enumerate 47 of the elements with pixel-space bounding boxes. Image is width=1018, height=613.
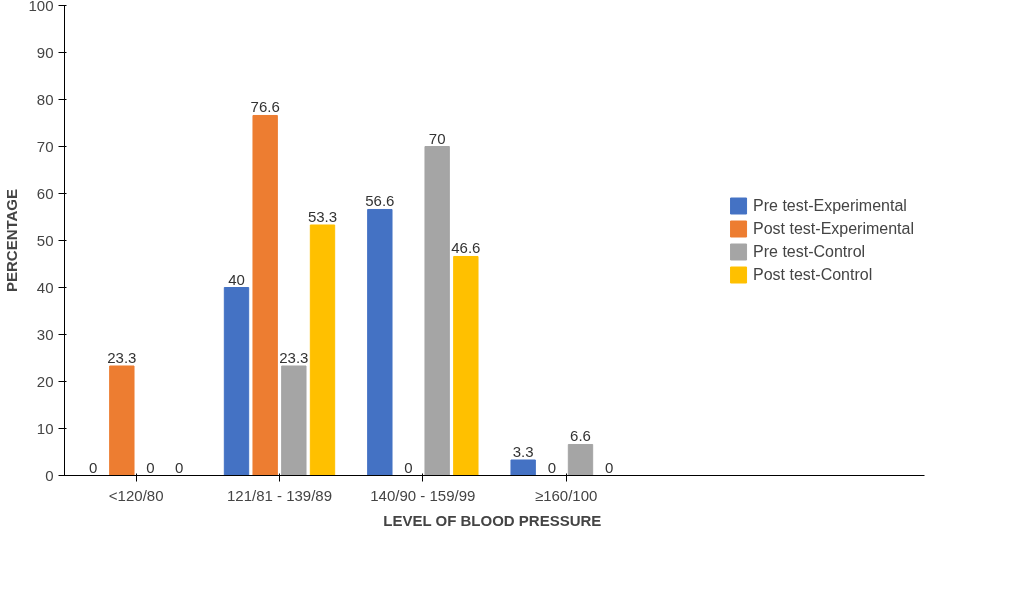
data-label: 0 [404,458,413,476]
bar [424,146,450,476]
data-label: 6.6 [570,427,591,445]
bar [281,365,307,476]
data-label: 40 [228,270,245,288]
data-label: 0 [146,458,155,476]
data-label: 46.6 [451,239,481,257]
y-tick-label: 10 [36,419,54,437]
y-tick-label: 60 [36,184,54,202]
data-label: 23.3 [279,348,309,366]
y-tick-label: 20 [36,372,54,390]
y-axis-title: PERCENTAGE [3,188,21,293]
data-label: 0 [547,458,557,476]
legend-label: Post test-Experimental [753,219,914,238]
data-label: 0 [89,458,98,476]
bar [309,224,336,476]
legend-label: Post test-Control [753,265,873,284]
x-axis-title: LEVEL OF BLOOD PRESSURE [383,511,602,529]
y-tick-label: 90 [36,43,54,61]
bar [510,459,536,476]
y-tick-label: 100 [28,0,54,14]
bar [367,208,393,476]
x-tick-label: <120/80 [108,486,164,504]
bar [453,255,479,476]
y-tick-label: 40 [36,278,54,296]
y-tick-label: 0 [45,466,54,484]
y-tick-label: 50 [36,231,54,249]
y-tick-label: 70 [36,137,54,155]
y-tick-label: 30 [36,325,54,343]
data-label: 53.3 [307,207,338,225]
data-label: 0 [175,458,184,476]
data-label: 23.3 [107,348,137,366]
data-label: 70 [428,129,446,147]
legend-label: Pre test-Control [753,242,866,261]
legend-label: Pre test-Experimental [753,196,907,215]
bar [567,443,594,476]
x-tick-label: 140/90 - 159/99 [370,486,476,504]
x-tick-label: 121/81 - 139/89 [226,486,333,504]
x-tick-label: ≥160/100 [534,486,598,504]
y-tick-label: 80 [36,90,54,108]
data-label: 3.3 [512,442,534,460]
data-label: 76.6 [250,98,280,116]
data-label: 56.6 [365,192,395,210]
bar [109,365,135,476]
bar [223,287,250,476]
bar [252,114,278,476]
data-label: 0 [605,458,614,476]
